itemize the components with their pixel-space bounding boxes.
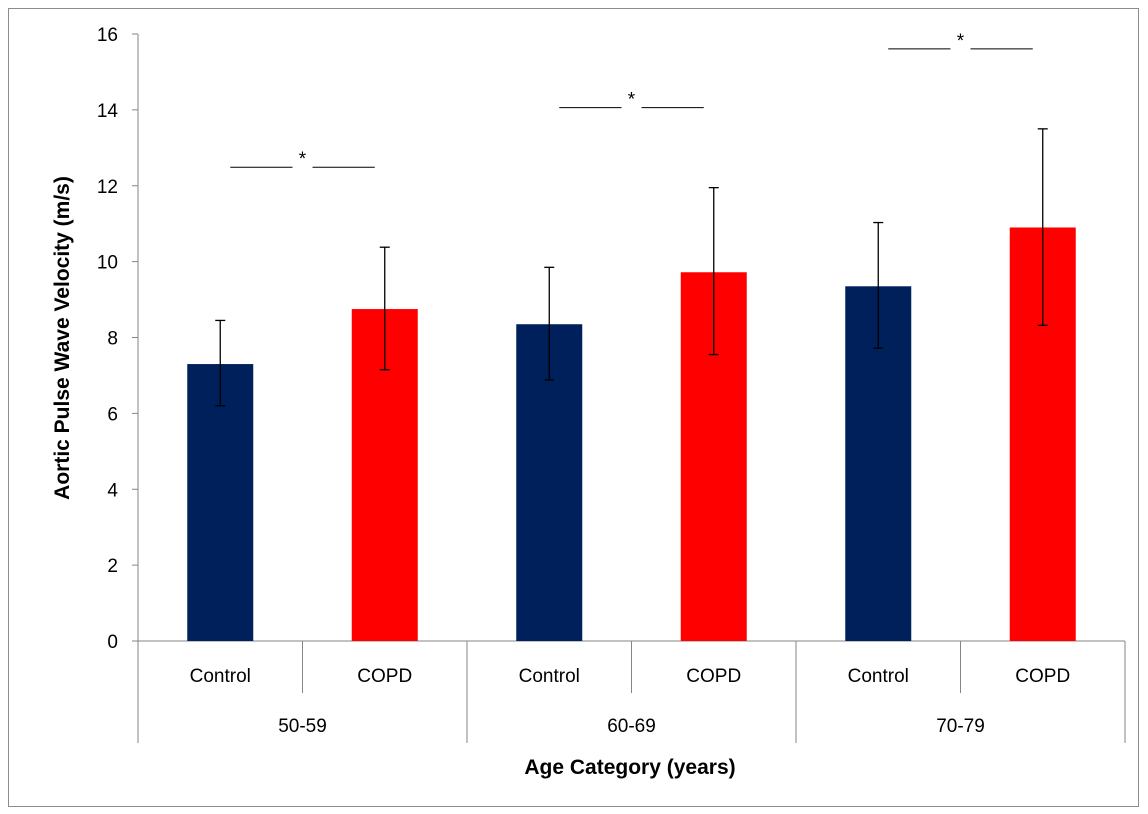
- y-axis-title: Aortic Pulse Wave Velocity (m/s): [51, 176, 74, 500]
- significance-marker: *: [299, 149, 307, 170]
- x-group-label: 70-79: [936, 716, 985, 737]
- y-tick-label: 10: [97, 253, 118, 274]
- y-tick-label: 2: [107, 556, 118, 577]
- bar-control: [187, 364, 254, 641]
- y-tick-label: 6: [107, 404, 118, 425]
- y-tick-label: 4: [107, 480, 118, 501]
- y-tick-label: 16: [97, 25, 118, 46]
- x-category-label: Control: [190, 666, 251, 687]
- significance-marker: *: [957, 31, 965, 52]
- x-group-label: 60-69: [607, 716, 656, 737]
- x-group-label: 50-59: [278, 716, 327, 737]
- x-category-label: COPD: [1015, 666, 1070, 687]
- plot-area: 0 2 4 6 8 10 12 14 16 Control COPD 50-59 * Control COP…: [97, 25, 1126, 743]
- x-category-label: Control: [848, 666, 909, 687]
- y-tick-label: 12: [97, 177, 118, 198]
- x-axis-title: Age Category (years): [524, 756, 735, 779]
- y-tick-label: 8: [107, 329, 118, 350]
- x-category-label: COPD: [357, 666, 412, 687]
- y-tick-label: 0: [107, 632, 118, 653]
- x-category-label: COPD: [686, 666, 741, 687]
- significance-marker: *: [628, 90, 636, 111]
- x-category-label: Control: [519, 666, 580, 687]
- y-tick-label: 14: [97, 101, 119, 122]
